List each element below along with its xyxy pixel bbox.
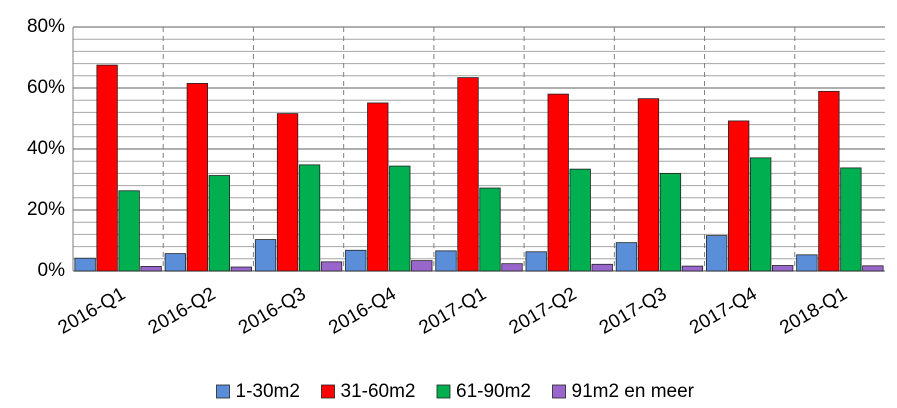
bar: [818, 90, 840, 272]
bar: [501, 263, 523, 272]
bar: [772, 265, 794, 272]
bar: [140, 266, 162, 272]
bar: [796, 254, 818, 272]
bar: [367, 102, 389, 272]
bar: [389, 165, 411, 272]
bar: [118, 190, 140, 272]
bar: [750, 157, 772, 272]
bar: [840, 167, 862, 272]
bar: [591, 263, 613, 272]
x-tick-label: 2016-Q2: [145, 283, 220, 338]
y-tick-label: 80%: [27, 16, 65, 37]
x-tick-label: 2017-Q3: [596, 283, 671, 338]
x-tick-label: 2016-Q3: [235, 283, 310, 338]
y-tick-label: 0%: [38, 260, 66, 281]
bar: [230, 266, 252, 272]
x-tick-label: 2016-Q1: [55, 283, 130, 338]
legend-swatch: [552, 384, 566, 399]
x-tick-label: 2017-Q2: [506, 283, 581, 338]
x-tick-label: 2017-Q4: [686, 283, 761, 338]
y-tick-label: 40%: [27, 138, 65, 159]
bar: [74, 257, 96, 272]
bar: [569, 168, 591, 272]
legend-swatch: [436, 384, 451, 399]
bar: [681, 265, 704, 272]
legend-swatch: [321, 384, 335, 399]
legend-label: 61-90m2: [456, 381, 531, 402]
bar: [208, 175, 230, 272]
legend-label: 31-60m2: [341, 381, 416, 402]
x-tick-label: 2016-Q4: [325, 283, 400, 338]
bar: [435, 250, 457, 272]
bar: [186, 83, 208, 272]
bar: [728, 120, 750, 272]
bar: [525, 251, 547, 272]
bar: [706, 235, 728, 272]
bar: [96, 64, 118, 272]
y-tick-label: 20%: [27, 199, 65, 220]
bar: [254, 239, 277, 272]
bar: [479, 187, 501, 272]
bar: [547, 93, 569, 272]
bar: [411, 260, 433, 272]
legend-label: 91m2 en meer: [572, 381, 695, 402]
legend-swatch: [216, 384, 230, 399]
x-tick-label: 2017-Q1: [415, 283, 490, 338]
bar: [276, 113, 299, 272]
legend-label: 1-30m2: [236, 381, 300, 402]
bar: [637, 98, 660, 272]
bar: [298, 164, 321, 272]
bar: [345, 249, 367, 272]
x-tick-label: 2018-Q1: [776, 283, 851, 338]
bar: [659, 172, 682, 272]
bar: [862, 265, 884, 272]
y-tick-label: 60%: [27, 77, 65, 98]
bar: [457, 77, 479, 272]
bar: [320, 261, 343, 272]
bar: [615, 242, 638, 272]
bar: [164, 253, 186, 272]
